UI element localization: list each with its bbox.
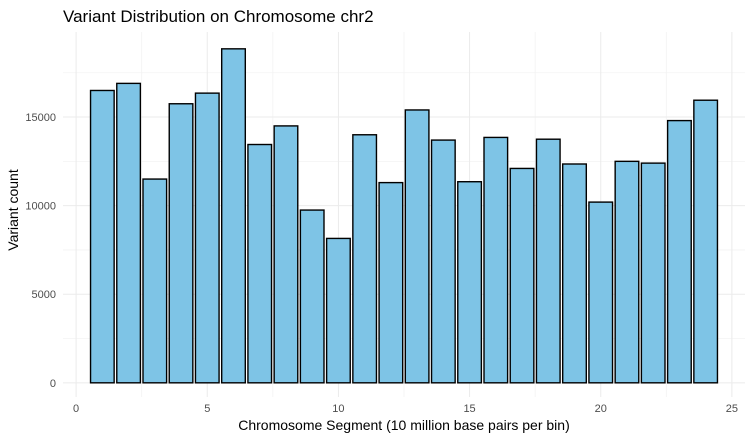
bar-segment-14 (430, 139, 456, 384)
x-tick-label: 20 (595, 403, 607, 415)
y-tick-label: 15000 (25, 112, 56, 124)
bars (89, 48, 719, 384)
y-tick-label: 5000 (32, 289, 56, 301)
bar-segment-7 (247, 143, 273, 384)
bar-segment-3 (142, 178, 168, 384)
y-tick-label: 10000 (25, 201, 56, 213)
bar-segment-2 (116, 82, 142, 384)
bar-segment-21 (614, 160, 640, 384)
bar-segment-15 (457, 181, 483, 384)
bar-segment-1 (89, 89, 115, 384)
bar-segment-9 (299, 209, 325, 384)
bar-segment-6 (220, 48, 247, 384)
bar-segment-23 (666, 119, 692, 384)
y-axis-title: Variant count (5, 169, 21, 251)
bar-segment-12 (378, 181, 404, 384)
x-tick-label: 10 (332, 403, 344, 415)
bar-segment-17 (509, 167, 535, 384)
x-tick-label: 25 (726, 403, 738, 415)
bar-segment-16 (483, 136, 509, 384)
bar-segment-22 (640, 162, 666, 384)
x-axis-title: Chromosome Segment (10 million base pair… (238, 417, 569, 433)
bar-segment-24 (693, 99, 719, 384)
bar-segment-19 (561, 163, 588, 384)
bar-segment-18 (535, 138, 561, 384)
bar-segment-8 (273, 125, 299, 384)
bar-segment-5 (194, 92, 220, 384)
bar-segment-13 (404, 109, 430, 384)
bar-segment-20 (588, 201, 614, 384)
y-tick-label: 0 (50, 378, 56, 390)
y-axis-ticks: 0 5000 10000 15000 (25, 112, 56, 390)
bar-segment-11 (352, 134, 378, 384)
x-tick-label: 15 (463, 403, 475, 415)
x-tick-label: 5 (204, 403, 210, 415)
bar-segment-10 (325, 237, 351, 384)
x-axis-ticks: 0 5 10 15 20 25 (73, 403, 738, 415)
bar-segment-4 (168, 103, 194, 384)
x-tick-label: 0 (73, 403, 79, 415)
chart-title: Variant Distribution on Chromosome chr2 (63, 7, 374, 26)
